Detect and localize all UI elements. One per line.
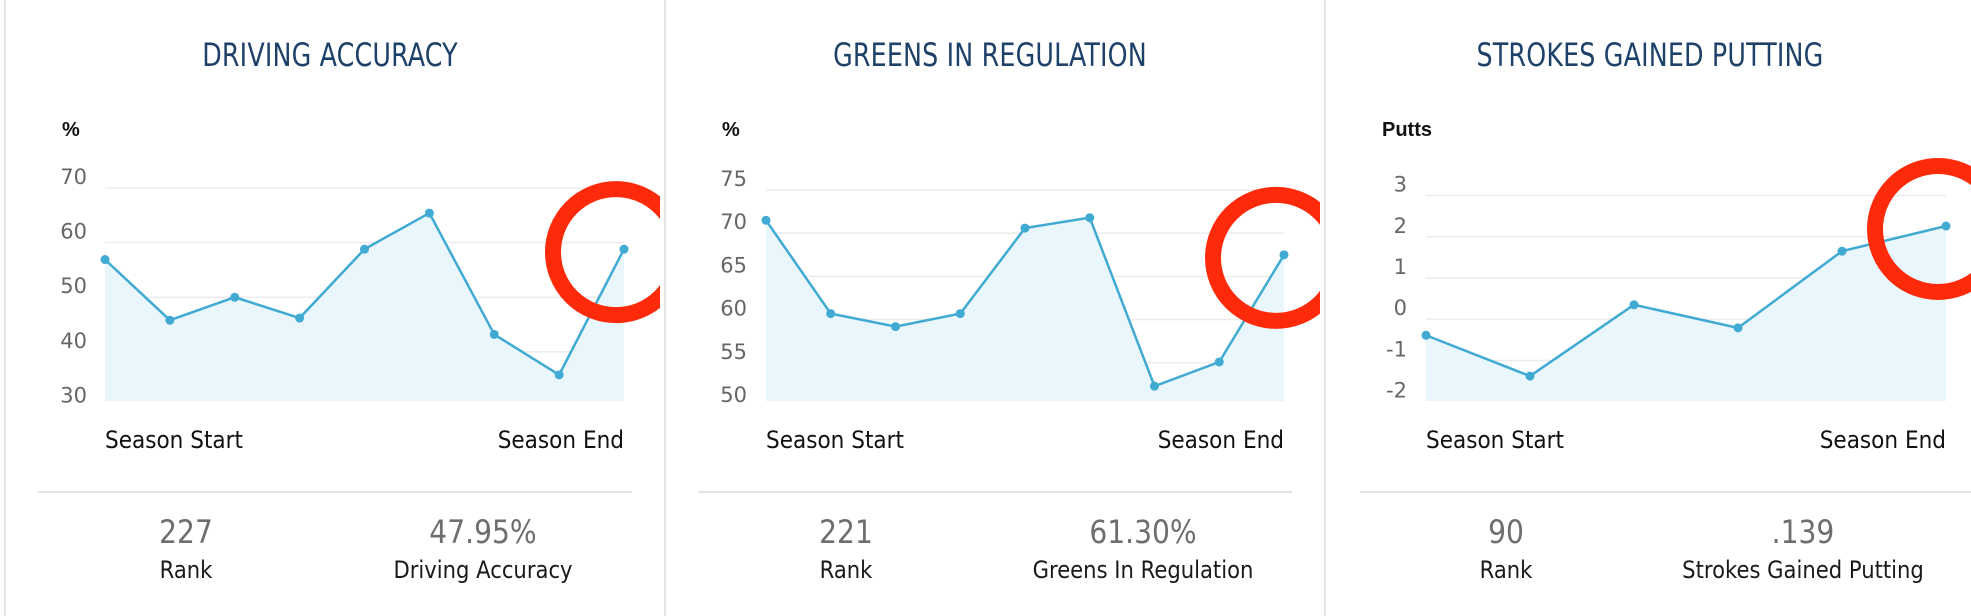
stat-value: .139 (1771, 513, 1835, 551)
rank-stat: 227 Rank (155, 510, 216, 586)
panel-strokes-gained-putting: STROKES GAINED PUTTING Putts -2 -1 0 1 2 3 Seas… (1320, 0, 1971, 616)
stat-label: Driving Accuracy (393, 556, 573, 584)
x-label-season-start: Season Start (1426, 427, 1564, 454)
y-tick-label: 2 (1394, 214, 1407, 238)
rank-value: 90 (1488, 513, 1524, 551)
y-tick-label: 50 (60, 274, 87, 298)
y-tick-label: 70 (720, 210, 747, 234)
y-axis-unit-label: % (722, 119, 740, 141)
rank-label: Rank (1479, 556, 1533, 584)
y-tick-label: 75 (720, 167, 747, 191)
data-point (1733, 323, 1743, 333)
stat-label: Strokes Gained Putting (1682, 556, 1924, 584)
stat-label: Greens In Regulation (1032, 556, 1254, 584)
rank-value: 227 (159, 513, 213, 551)
data-point (165, 315, 175, 325)
rank-value: 221 (819, 513, 873, 551)
stats-divider (698, 491, 1292, 493)
panel-divider (664, 0, 666, 616)
y-tick-label: 1 (1394, 255, 1407, 279)
stat-value: 61.30% (1089, 513, 1197, 551)
series-area (105, 213, 624, 400)
x-label-season-end: Season End (1820, 427, 1946, 454)
y-tick-label: -2 (1386, 379, 1407, 403)
stats-divider (1360, 491, 1971, 493)
data-point (360, 244, 369, 254)
data-point (1629, 300, 1639, 310)
chart-svg: Putts -2 -1 0 1 2 3 Season Start Season End (1382, 119, 1971, 454)
data-point (1214, 357, 1224, 367)
chart-svg: % 30 40 50 60 70 Season Start Season End (60, 119, 660, 454)
y-tick-label: 3 (1394, 173, 1407, 197)
series-area (1426, 226, 1946, 400)
data-point (955, 309, 965, 319)
x-label-season-start: Season Start (105, 427, 243, 454)
data-point (1837, 246, 1847, 256)
data-point (1279, 250, 1289, 260)
y-tick-label: -1 (1386, 337, 1407, 361)
data-point (230, 292, 240, 302)
highlight-circle (1205, 186, 1320, 329)
chart-title: DRIVING ACCURACY (202, 36, 458, 74)
highlight-circle (1867, 158, 1971, 300)
data-point (1150, 381, 1159, 391)
y-tick-label: 60 (720, 297, 747, 321)
panel-divider (1324, 0, 1326, 616)
data-point (489, 329, 499, 339)
y-tick-label: 50 (720, 383, 747, 407)
y-tick-label: 30 (60, 384, 87, 408)
series-area (766, 217, 1284, 400)
series-line (1425, 224, 1947, 378)
data-point (424, 208, 434, 218)
data-point (1525, 371, 1535, 381)
value-stat: 47.95% Driving Accuracy (381, 510, 585, 586)
panel-driving-accuracy: DRIVING ACCURACY % 30 40 50 60 70 Season Start… (0, 0, 660, 616)
data-point (761, 215, 771, 225)
data-point (1085, 213, 1095, 223)
data-point (554, 370, 564, 380)
chart-title: STROKES GAINED PUTTING (1476, 36, 1824, 74)
chart-title: GREENS IN REGULATION (833, 36, 1147, 74)
data-point (295, 313, 305, 323)
rank-stat: 90 Rank (1476, 510, 1536, 586)
data-point (1020, 223, 1030, 233)
x-label-season-start: Season Start (766, 427, 904, 454)
rank-label: Rank (819, 556, 873, 584)
data-point (826, 309, 836, 319)
rank-stat: 221 Rank (815, 510, 876, 586)
data-point (619, 244, 629, 254)
value-stat: 61.30% Greens In Regulation (1018, 510, 1269, 586)
y-tick-label: 40 (60, 329, 87, 353)
value-stat: .139 Strokes Gained Putting (1666, 510, 1941, 586)
x-label-season-end: Season End (498, 427, 624, 454)
data-point (1421, 330, 1431, 340)
panel-divider (4, 0, 6, 616)
highlight-circle (545, 181, 660, 324)
chart-svg: % 50 55 60 65 70 75 Season Start Season End (720, 119, 1320, 454)
y-axis-unit-label: % (62, 119, 80, 141)
data-point (100, 255, 110, 265)
rank-label: Rank (159, 556, 213, 584)
y-tick-label: 0 (1394, 296, 1407, 320)
panel-greens-in-regulation: GREENS IN REGULATION % 50 55 60 65 70 75 Season… (660, 0, 1320, 616)
y-tick-label: 55 (720, 340, 747, 364)
y-tick-label: 70 (60, 165, 87, 189)
data-point (891, 322, 900, 332)
x-label-season-end: Season End (1158, 427, 1284, 454)
stats-divider (38, 491, 632, 493)
stat-value: 47.95% (429, 513, 537, 551)
data-point (1941, 221, 1951, 231)
y-tick-label: 65 (720, 253, 747, 277)
y-axis-unit-label: Putts (1382, 119, 1432, 141)
y-tick-label: 60 (60, 220, 87, 244)
